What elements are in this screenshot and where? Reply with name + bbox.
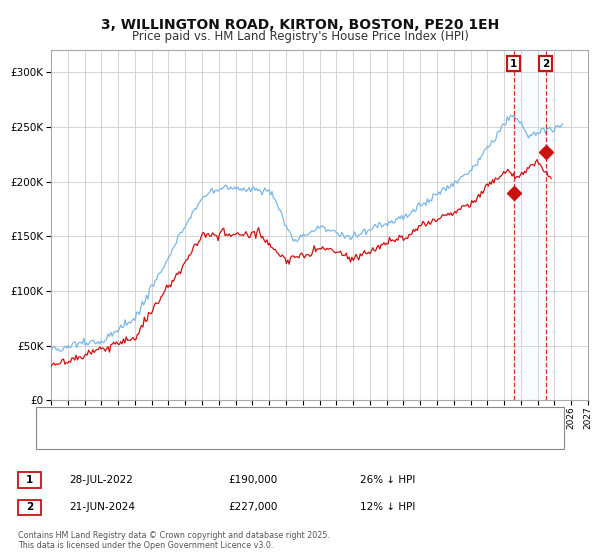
Text: —: —	[54, 431, 69, 446]
Text: —: —	[54, 412, 69, 426]
Text: 2: 2	[542, 59, 549, 68]
Text: 21-JUN-2024: 21-JUN-2024	[69, 502, 135, 512]
Text: HPI: Average price, detached house, Boston: HPI: Average price, detached house, Bost…	[81, 434, 280, 443]
Text: 3, WILLINGTON ROAD, KIRTON, BOSTON, PE20 1EH (detached house): 3, WILLINGTON ROAD, KIRTON, BOSTON, PE20…	[81, 414, 392, 423]
Text: £190,000: £190,000	[228, 475, 277, 485]
Text: £227,000: £227,000	[228, 502, 277, 512]
Bar	[514, 50, 545, 400]
Text: 12% ↓ HPI: 12% ↓ HPI	[360, 502, 415, 512]
Text: 1: 1	[510, 59, 517, 68]
Text: 28-JUL-2022: 28-JUL-2022	[69, 475, 133, 485]
Text: 1: 1	[26, 475, 33, 485]
Text: 2: 2	[26, 502, 33, 512]
Text: Price paid vs. HM Land Registry's House Price Index (HPI): Price paid vs. HM Land Registry's House …	[131, 30, 469, 43]
Text: 26% ↓ HPI: 26% ↓ HPI	[360, 475, 415, 485]
Text: Contains HM Land Registry data © Crown copyright and database right 2025.
This d: Contains HM Land Registry data © Crown c…	[18, 530, 330, 550]
Text: 3, WILLINGTON ROAD, KIRTON, BOSTON, PE20 1EH: 3, WILLINGTON ROAD, KIRTON, BOSTON, PE20…	[101, 18, 499, 32]
